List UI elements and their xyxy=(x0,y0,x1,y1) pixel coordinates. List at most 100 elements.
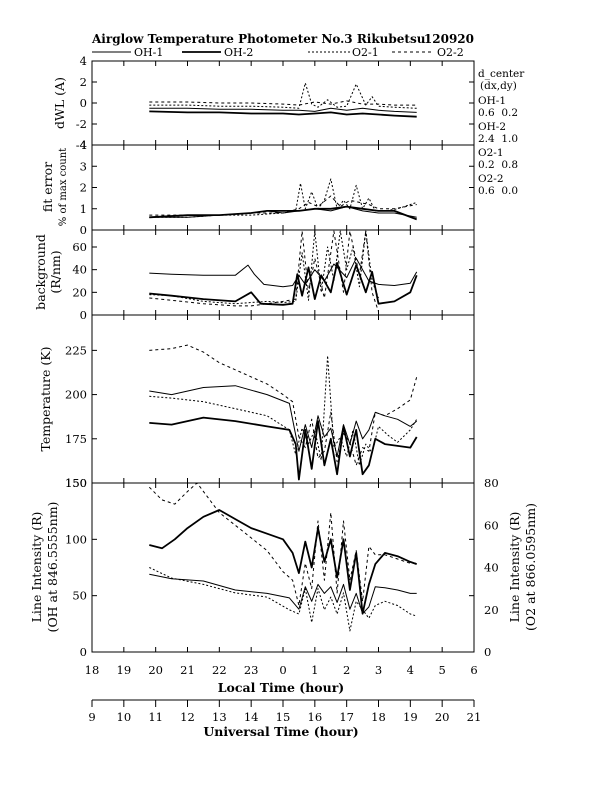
d-center-annotation: d_center (dx,dy) OH-1 0.6 0.2 OH-2 2.4 1… xyxy=(478,68,525,197)
annotation-value-oh-2: 2.4 1.0 xyxy=(478,133,518,145)
ytick-label: 20 xyxy=(72,285,87,299)
series-layer xyxy=(148,82,418,632)
tick-layer: 420-2-4432106040200225200175150150100500… xyxy=(65,54,499,724)
lt-tick-label: 5 xyxy=(439,663,446,677)
lt-tick-label: 19 xyxy=(117,663,132,677)
panel-temperature-frame xyxy=(91,314,475,484)
ytick-label: 175 xyxy=(65,432,87,446)
annotation-subtitle: (dx,dy) xyxy=(480,80,517,92)
series-line-intensity-oh-2 xyxy=(149,509,417,615)
ut-tick-label: 19 xyxy=(403,710,418,724)
annotation-name-oh-1: OH-1 xyxy=(478,95,506,107)
series-fit-error-o2-2 xyxy=(149,195,417,216)
legend-label-oh-1: OH-1 xyxy=(134,46,163,59)
ut-tick-label: 21 xyxy=(467,710,482,724)
ytick-label: 1 xyxy=(80,202,87,216)
ytick-label: 0 xyxy=(80,223,87,237)
ytick-label: 225 xyxy=(65,343,87,357)
ylabel-intensity-right-unit: (O2 at 866.0595nm) xyxy=(523,503,538,631)
ut-tick-label: 16 xyxy=(308,710,323,724)
ylabel-intensity-unit: (OH at 846.5555nm) xyxy=(45,502,60,633)
figure-title: Airglow Temperature Photometer No.3 Riku… xyxy=(91,32,426,46)
ytick-label-right: 0 xyxy=(484,645,491,659)
ytick-label: 3 xyxy=(80,159,87,173)
ytick-label: 2 xyxy=(80,75,87,89)
series-dwl-oh-1 xyxy=(149,107,417,113)
ytick-label: 0 xyxy=(80,96,87,110)
ytick-label-right: 80 xyxy=(484,476,499,490)
series-line-intensity-o2-1 xyxy=(149,567,417,632)
ytick-label: 150 xyxy=(65,476,87,490)
ylabel-fit-error: fit error xyxy=(40,162,55,212)
series-dwl-oh-2 xyxy=(149,110,417,118)
legend-label-oh-2: OH-2 xyxy=(224,46,253,59)
ut-tick-label: 17 xyxy=(339,710,354,724)
ytick-label: 4 xyxy=(80,138,87,152)
annotation-value-o2-2: 0.6 0.0 xyxy=(478,185,518,197)
ytick-label: 50 xyxy=(72,589,87,603)
ut-tick-label: 13 xyxy=(212,710,227,724)
annotation-name-o2-2: O2-2 xyxy=(478,173,504,185)
ytick-label: 100 xyxy=(65,532,87,546)
lt-tick-label: 0 xyxy=(279,663,286,677)
ylabel-temperature: Temperature (K) xyxy=(38,347,53,452)
lt-tick-label: 20 xyxy=(148,663,163,677)
series-background-o2-1 xyxy=(149,230,379,305)
series-dwl-o2-2 xyxy=(149,100,417,106)
ytick-label: 60 xyxy=(72,240,87,254)
annotation-title: d_center xyxy=(478,68,525,80)
ylabel-background: background xyxy=(33,234,48,310)
ytick-label: 40 xyxy=(72,263,87,277)
annotation-name-o2-1: O2-1 xyxy=(478,147,504,159)
ut-tick-label: 15 xyxy=(276,710,291,724)
xlabel-universal-time: Universal Time (hour) xyxy=(203,724,358,739)
legend: OH-1 OH-2 O2-1 O2-2 xyxy=(92,46,464,59)
ytick-label: -2 xyxy=(76,117,87,131)
xlabel-local-time: Local Time (hour) xyxy=(218,680,344,695)
ytick-label: 4 xyxy=(80,54,87,68)
ylabel-intensity-right: Line Intensity (R) xyxy=(507,512,522,623)
legend-label-o2-2: O2-2 xyxy=(437,46,464,59)
lt-tick-label: 22 xyxy=(212,663,227,677)
lt-tick-label: 4 xyxy=(407,663,414,677)
ut-tick-label: 11 xyxy=(148,710,163,724)
ytick-label: 2 xyxy=(80,181,87,195)
lt-tick-label: 3 xyxy=(375,663,382,677)
series-background-o2-2 xyxy=(149,230,379,312)
series-fit-error-o2-1 xyxy=(149,178,417,218)
ytick-label: 150 xyxy=(65,476,87,490)
annotation-value-o2-1: 0.2 0.8 xyxy=(478,159,518,171)
lt-tick-label: 6 xyxy=(470,663,477,677)
series-temperature-o2-2 xyxy=(149,344,418,466)
figure-date: 120920 xyxy=(424,32,474,46)
annotation-name-oh-2: OH-2 xyxy=(478,121,506,133)
ylabel-fit-error-unit: % of max count xyxy=(58,148,69,226)
panel-dwl-frame xyxy=(91,60,475,146)
annotation-value-oh-1: 0.6 0.2 xyxy=(478,107,518,119)
series-temperature-o2-1 xyxy=(149,355,418,466)
lt-tick-label: 1 xyxy=(311,663,318,677)
ut-tick-label: 9 xyxy=(88,710,95,724)
ylabel-background-unit: (R/nm) xyxy=(48,250,63,293)
ut-tick-label: 14 xyxy=(244,710,259,724)
ut-tick-label: 12 xyxy=(180,710,195,724)
lt-tick-label: 2 xyxy=(343,663,350,677)
series-line-intensity-oh-1 xyxy=(149,573,417,615)
ytick-label-right: 60 xyxy=(484,518,499,532)
series-background-oh-2 xyxy=(149,261,418,306)
series-dwl-o2-1 xyxy=(149,82,417,109)
lt-tick-label: 23 xyxy=(244,663,259,677)
ytick-label-right: 20 xyxy=(484,603,499,617)
ut-tick-label: 20 xyxy=(435,710,450,724)
ytick-label: 200 xyxy=(65,388,87,402)
series-line-intensity-o2-2 xyxy=(148,482,417,606)
lt-tick-label: 21 xyxy=(180,663,195,677)
series-background-oh-1 xyxy=(149,257,418,288)
legend-label-o2-1: O2-1 xyxy=(352,46,379,59)
ytick-label: 0 xyxy=(80,308,87,322)
ylabel-intensity: Line Intensity (R) xyxy=(29,512,44,623)
ut-tick-label: 10 xyxy=(117,710,132,724)
ylabel-dwl: dWL (A) xyxy=(52,77,67,129)
lt-tick-label: 18 xyxy=(85,663,100,677)
